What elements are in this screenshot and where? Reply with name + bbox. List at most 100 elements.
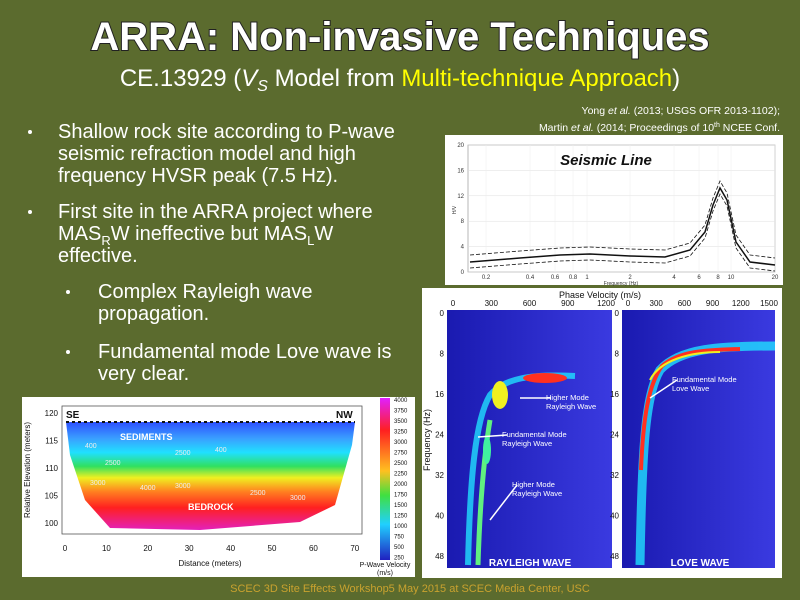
x-tick-label: 50 — [268, 544, 277, 553]
citation-etal: et al. — [608, 105, 631, 117]
y-tick-label: 0 — [461, 270, 465, 276]
y-axis-label: Frequency (Hz) — [422, 409, 432, 471]
bullet-dot — [66, 350, 70, 354]
colorbar-tick-label: 3000 — [394, 440, 408, 446]
contour-label: 3000 — [90, 480, 106, 487]
annotation: Fundamental Mode — [502, 430, 567, 439]
x-tick-label: 900 — [561, 299, 575, 308]
y-tick-label: 16 — [610, 390, 619, 399]
contour-label: 400 — [85, 443, 97, 450]
x-tick-label: 300 — [485, 299, 499, 308]
x-tick-label: 0 — [63, 544, 68, 553]
x-tick-label: 300 — [650, 299, 664, 308]
colorbar-tick-label: 250 — [394, 556, 405, 562]
subscript: R — [101, 233, 110, 248]
bullet-text: Fundamental mode Love wave is — [98, 341, 392, 363]
contour-label: 4000 — [140, 485, 156, 492]
x-tick-label: 0.2 — [482, 275, 491, 281]
y-tick-label: 20 — [457, 143, 464, 149]
y-tick-label: 24 — [435, 431, 444, 440]
y-tick-label: 0 — [440, 309, 445, 318]
x-tick-label: 0 — [451, 299, 456, 308]
y-tick-label: 48 — [435, 552, 444, 561]
bullet-text: seismic refraction model and high — [58, 143, 356, 165]
x-tick-label: 6 — [697, 275, 701, 281]
bullet-dot — [28, 130, 32, 134]
x-tick-label: 2 — [628, 275, 632, 281]
y-tick-label: 120 — [45, 409, 59, 418]
y-axis-label: H/V — [452, 205, 458, 214]
colorbar-tick-label: 750 — [394, 535, 405, 541]
x-tick-label: 1 — [585, 275, 589, 281]
y-tick-label: 100 — [45, 519, 59, 528]
contour-label: 2500 — [250, 490, 266, 497]
bullet-text-part: propagation. — [98, 303, 209, 325]
layer-label: SEDIMENTS — [120, 432, 173, 442]
colorbar-tick-label: 500 — [394, 545, 405, 551]
y-tick-label: 40 — [435, 512, 444, 521]
colorbar-tick-label: 1750 — [394, 493, 408, 499]
subtitle-subscript: S — [257, 78, 268, 95]
y-tick-label: 110 — [45, 464, 58, 473]
colorbar-label: P-Wave Velocity — [360, 562, 411, 569]
annotation: Fundamental Mode — [672, 375, 737, 384]
bullet-text-part: W — [314, 223, 333, 245]
x-tick-label: 8 — [716, 275, 720, 281]
annotation: Higher Mode — [512, 480, 555, 489]
slide-title: ARRA: Non-invasive Techniques — [90, 15, 709, 59]
hvsr-curve — [469, 186, 776, 266]
energy-band — [475, 419, 493, 566]
colorbar-label: (m/s) — [377, 570, 393, 577]
x-tick-label: 600 — [523, 299, 537, 308]
y-tick-label: 32 — [435, 471, 444, 480]
y-tick-label: 32 — [610, 471, 619, 480]
x-tick-label: 0 — [626, 299, 631, 308]
citation-text: (2014; Proceedings of 10 — [594, 122, 714, 134]
layer-label: BEDROCK — [188, 502, 234, 512]
colorbar-tick-label: 2500 — [394, 461, 408, 467]
bullet-text-part: First site in the ARRA project where — [58, 201, 373, 223]
contour-label: 3000 — [175, 483, 191, 490]
citation-etal: et al. — [571, 122, 594, 134]
x-tick-label: 0.6 — [551, 275, 560, 281]
x-tick-label: 70 — [350, 544, 359, 553]
citation-sup: th — [714, 122, 720, 129]
bullet-text: First site in the ARRA project where — [58, 201, 373, 223]
colorbar-tick-label: 2250 — [394, 472, 408, 478]
y-tick-label: 48 — [610, 552, 619, 561]
side-label: SE — [66, 410, 80, 421]
x-axis-label: Distance (meters) — [178, 559, 241, 568]
x-tick-label: 10 — [728, 275, 735, 281]
panel-label: LOVE WAVE — [671, 558, 730, 569]
annotation: Rayleigh Wave — [512, 489, 562, 498]
bullet-text: Shallow rock site according to P-wave — [58, 121, 395, 143]
x-axis-label: Phase Velocity (m/s) — [559, 290, 641, 300]
bullet-text: frequency HVSR peak (7.5 Hz). — [58, 165, 338, 187]
energy-peak — [523, 373, 567, 383]
bullet-text-part: Complex Rayleigh wave — [98, 281, 313, 303]
colorbar-tick-label: 3500 — [394, 419, 408, 425]
citation: Martin et al. (2014; Proceedings of 10th… — [539, 122, 780, 134]
x-tick-label: 600 — [678, 299, 692, 308]
bullet-text: propagation. — [98, 303, 209, 325]
subtitle: CE.13929 (VS Model from Multi-technique … — [120, 65, 680, 95]
y-tick-label: 8 — [615, 350, 620, 359]
citation-text: Yong — [582, 105, 608, 117]
bullet-text-part: effective. — [58, 245, 138, 267]
bullet-text: MASRW ineffective but MASLW — [58, 223, 333, 248]
y-tick-label: 0 — [615, 309, 620, 318]
y-tick-label: 16 — [435, 390, 444, 399]
x-tick-label: 20 — [143, 544, 152, 553]
x-tick-label: 1200 — [732, 299, 750, 308]
subtitle-text: CE.13929 ( — [120, 65, 241, 92]
annotation: Rayleigh Wave — [502, 439, 552, 448]
bullet-text: Complex Rayleigh wave — [98, 281, 313, 303]
bullet-text: very clear. — [98, 363, 189, 385]
subtitle-text: Model from — [268, 65, 401, 92]
y-axis-label: Relative Elevation (meters) — [23, 422, 32, 518]
y-tick-label: 115 — [45, 437, 58, 446]
y-tick-label: 8 — [440, 350, 445, 359]
colorbar-tick-label: 1500 — [394, 503, 408, 509]
subtitle-symbol: V — [241, 65, 259, 92]
